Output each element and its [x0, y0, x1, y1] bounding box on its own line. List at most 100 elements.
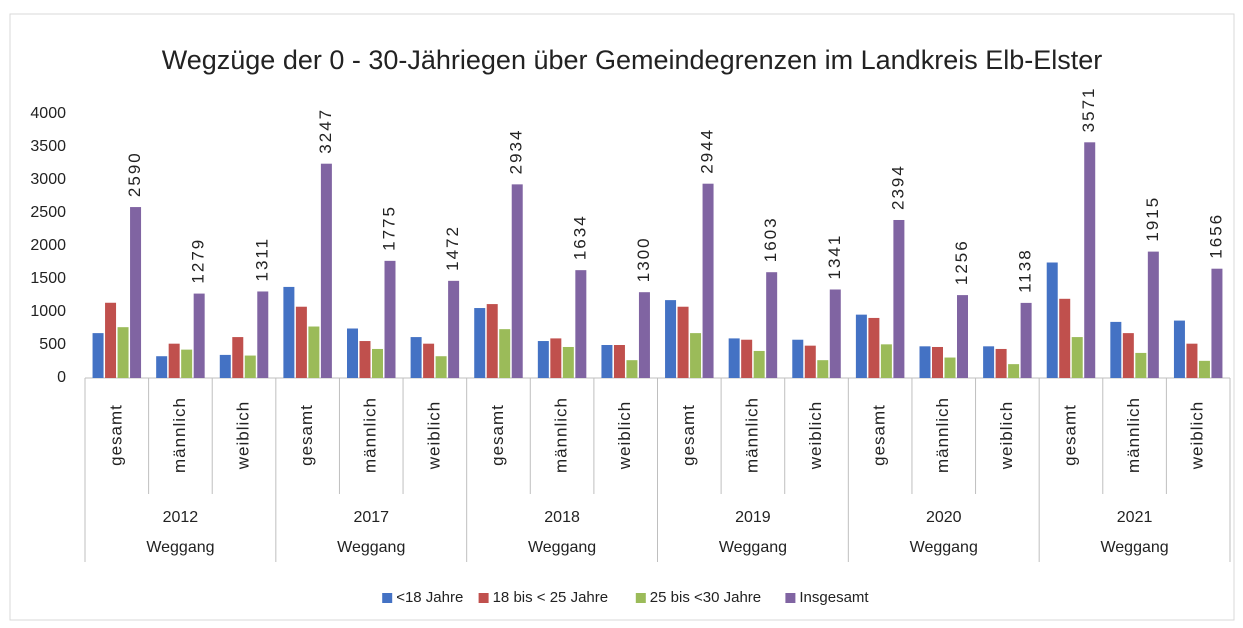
y-tick-label: 4000 [30, 105, 66, 122]
bar [880, 344, 892, 378]
x-tick-label: weiblich [424, 401, 443, 470]
bar [550, 338, 562, 378]
bar [347, 328, 358, 378]
bar [817, 360, 829, 378]
bar [690, 333, 702, 378]
bar [372, 348, 383, 378]
legend-swatch [478, 593, 489, 603]
bar [283, 286, 295, 378]
bar [295, 306, 307, 378]
bar [474, 308, 486, 378]
group-sublabel: Weggang [337, 539, 405, 556]
x-tick-label: männlich [361, 397, 380, 473]
bar [728, 338, 740, 378]
bar [1147, 251, 1159, 378]
bar [1122, 333, 1134, 378]
group-sublabel: Weggang [146, 539, 214, 556]
bar [92, 333, 104, 378]
bar [257, 291, 269, 378]
data-label: 1775 [379, 205, 398, 251]
bar [117, 327, 129, 378]
bar [626, 360, 638, 378]
bar [983, 346, 995, 378]
legend-label: <18 Jahre [396, 589, 463, 606]
bar [193, 293, 205, 378]
data-label: 1311 [252, 237, 271, 282]
y-tick-label: 1000 [30, 303, 66, 320]
group-label: 2017 [353, 509, 389, 526]
bar [1110, 321, 1122, 378]
bar [1211, 268, 1223, 378]
bar [308, 326, 320, 378]
data-label: 1472 [443, 225, 462, 271]
data-label: 2944 [698, 128, 717, 174]
x-tick-label: gesamt [488, 404, 507, 466]
legend-swatch [382, 593, 393, 603]
bar [1020, 302, 1032, 378]
bar [601, 345, 613, 378]
bar [1173, 320, 1185, 378]
bar [944, 357, 956, 378]
legend-label: Insgesamt [799, 589, 869, 606]
group-sublabel: Weggang [1100, 539, 1168, 556]
bar [792, 339, 804, 378]
bar [130, 207, 142, 378]
legend-label: 25 bis <30 Jahre [650, 589, 761, 606]
bar [448, 280, 460, 378]
group-label: 2018 [544, 509, 580, 526]
legend-swatch [635, 593, 646, 603]
x-tick-label: gesamt [106, 404, 125, 466]
bar [562, 346, 574, 378]
bar [665, 300, 677, 378]
x-tick-label: männlich [552, 397, 571, 473]
bar [932, 346, 943, 378]
bar [868, 317, 880, 378]
x-tick-label: gesamt [679, 404, 698, 466]
x-tick-label: gesamt [870, 404, 889, 466]
bar [156, 356, 168, 378]
data-label: 2394 [888, 164, 907, 210]
y-tick-label: 0 [57, 369, 66, 386]
data-label: 1915 [1143, 196, 1162, 242]
bar [435, 356, 447, 378]
data-label: 1634 [570, 214, 589, 260]
x-tick-label: männlich [742, 397, 761, 473]
x-tick-label: weiblich [615, 401, 634, 470]
data-label: 3571 [1079, 86, 1098, 132]
group-sublabel: Weggang [528, 539, 596, 556]
bar [320, 163, 332, 378]
y-tick-label: 500 [39, 336, 66, 353]
group-sublabel: Weggang [719, 539, 787, 556]
y-tick-label: 2000 [30, 237, 66, 254]
x-tick-label: männlich [170, 397, 189, 473]
group-label: 2019 [735, 509, 771, 526]
legend-swatch [785, 593, 796, 603]
bar [677, 306, 689, 378]
data-label: 1603 [761, 216, 780, 262]
x-tick-label: männlich [1124, 397, 1143, 473]
bar [741, 339, 753, 378]
x-tick-label: weiblich [234, 401, 253, 470]
data-label: 2590 [125, 151, 144, 197]
bar [829, 289, 841, 378]
legend-label: 18 bis < 25 Jahre [493, 589, 608, 606]
group-label: 2021 [1117, 509, 1153, 526]
data-label: 1656 [1206, 213, 1225, 259]
data-label: 1256 [952, 239, 971, 285]
bar [105, 302, 117, 378]
bar [1059, 298, 1071, 378]
data-label: 1279 [189, 238, 208, 284]
data-label: 2934 [507, 129, 526, 175]
bar [957, 295, 968, 378]
bar [1008, 364, 1020, 378]
bar [181, 349, 193, 378]
bar [1046, 262, 1058, 378]
bar [753, 350, 765, 378]
x-tick-label: gesamt [1060, 404, 1079, 466]
bar [893, 219, 905, 378]
x-tick-label: gesamt [297, 404, 316, 466]
data-label: 1300 [634, 236, 653, 282]
data-label: 1138 [1016, 248, 1035, 293]
bar [613, 345, 625, 378]
